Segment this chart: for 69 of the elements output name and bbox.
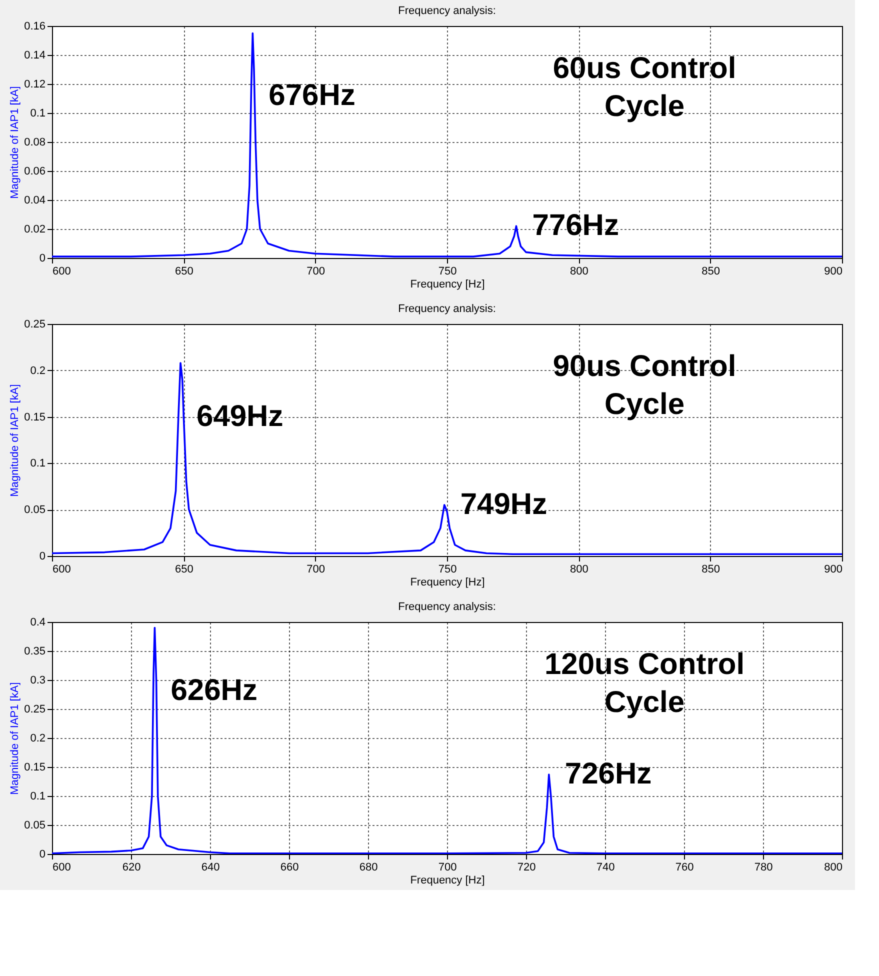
x-tick-label: 780 (754, 862, 773, 874)
annotation: 749Hz (460, 488, 548, 521)
y-tick-label: 0.2 (30, 364, 46, 377)
annotation: 676Hz (268, 79, 356, 112)
x-tick-label: 800 (570, 564, 588, 576)
x-tick-label: 700 (306, 266, 326, 278)
y-tick-label: 0.1 (30, 458, 46, 470)
x-tick-label: 750 (438, 564, 457, 576)
x-tick-label: 600 (52, 862, 71, 874)
x-tick-label: 680 (359, 862, 378, 874)
x-tick-label: 900 (824, 266, 842, 278)
annotation: 90us Control Cycle (552, 350, 736, 421)
x-tick-label: 700 (438, 862, 457, 874)
y-tick-label: 0.02 (24, 224, 46, 236)
chart-title: Frequency analysis: (398, 5, 496, 17)
y-tick-label: 0.08 (24, 136, 46, 148)
y-tick-label: 0.05 (24, 820, 46, 832)
x-tick-label: 760 (675, 862, 694, 874)
annotation: 649Hz (196, 400, 284, 434)
y-tick-label: 0.15 (24, 411, 46, 424)
y-tick-label: 0.3 (30, 674, 46, 686)
x-tick-label: 640 (201, 862, 220, 874)
y-tick-label: 0.14 (24, 50, 46, 62)
annotation: 776Hz (532, 209, 619, 242)
y-tick-label: 0.1 (30, 790, 46, 802)
y-tick-label: 0 (39, 252, 46, 264)
x-tick-label: 660 (280, 862, 299, 874)
x-tick-label: 600 (52, 564, 71, 576)
y-tick-label: 0.25 (24, 318, 46, 330)
x-axis-title: Frequency [Hz] (410, 874, 485, 886)
x-tick-label: 700 (306, 564, 326, 576)
y-axis-title: Magnitude of IAP1 [kA] (9, 682, 22, 795)
y-axis-title: Magnitude of IAP1 [kA] (9, 384, 22, 497)
y-tick-label: 0.1 (30, 108, 46, 120)
y-tick-label: 0.06 (24, 166, 46, 178)
y-tick-label: 0.25 (24, 704, 46, 716)
x-tick-label: 650 (174, 266, 194, 278)
annotation: 626Hz (170, 674, 258, 708)
x-tick-label: 800 (570, 266, 588, 278)
x-tick-label: 650 (174, 564, 194, 576)
y-axis-title: Magnitude of IAP1 [kA] (9, 86, 22, 199)
x-tick-label: 750 (438, 266, 457, 278)
annotation: 60us Control Cycle (552, 52, 736, 123)
x-tick-label: 850 (702, 266, 720, 278)
x-tick-label: 600 (52, 266, 71, 278)
line-series (52, 626, 842, 854)
y-tick-label: 0.12 (24, 78, 46, 90)
x-tick-label: 720 (517, 862, 536, 874)
x-tick-label: 620 (122, 862, 141, 874)
y-tick-label: 0.16 (24, 20, 46, 32)
y-tick-label: 0.05 (24, 504, 46, 516)
annotation: 120us Control Cycle (544, 648, 745, 719)
y-tick-label: 0 (39, 848, 46, 860)
x-tick-label: 900 (824, 564, 842, 576)
x-tick-label: 850 (702, 564, 720, 576)
chart-title: Frequency analysis: (398, 303, 496, 315)
y-tick-label: 0 (39, 550, 46, 562)
y-tick-label: 0.4 (30, 616, 46, 628)
annotation: 726Hz (564, 758, 652, 791)
chart-title: Frequency analysis: (398, 601, 496, 613)
y-tick-label: 0.2 (30, 732, 46, 744)
y-tick-label: 0.35 (24, 646, 46, 658)
x-tick-label: 740 (596, 862, 615, 874)
y-tick-label: 0.15 (24, 762, 46, 774)
y-tick-label: 0.04 (24, 194, 46, 206)
line-series (52, 32, 842, 258)
x-tick-label: 800 (824, 862, 842, 874)
x-axis-title: Frequency [Hz] (410, 576, 485, 588)
x-axis-title: Frequency [Hz] (410, 278, 485, 290)
